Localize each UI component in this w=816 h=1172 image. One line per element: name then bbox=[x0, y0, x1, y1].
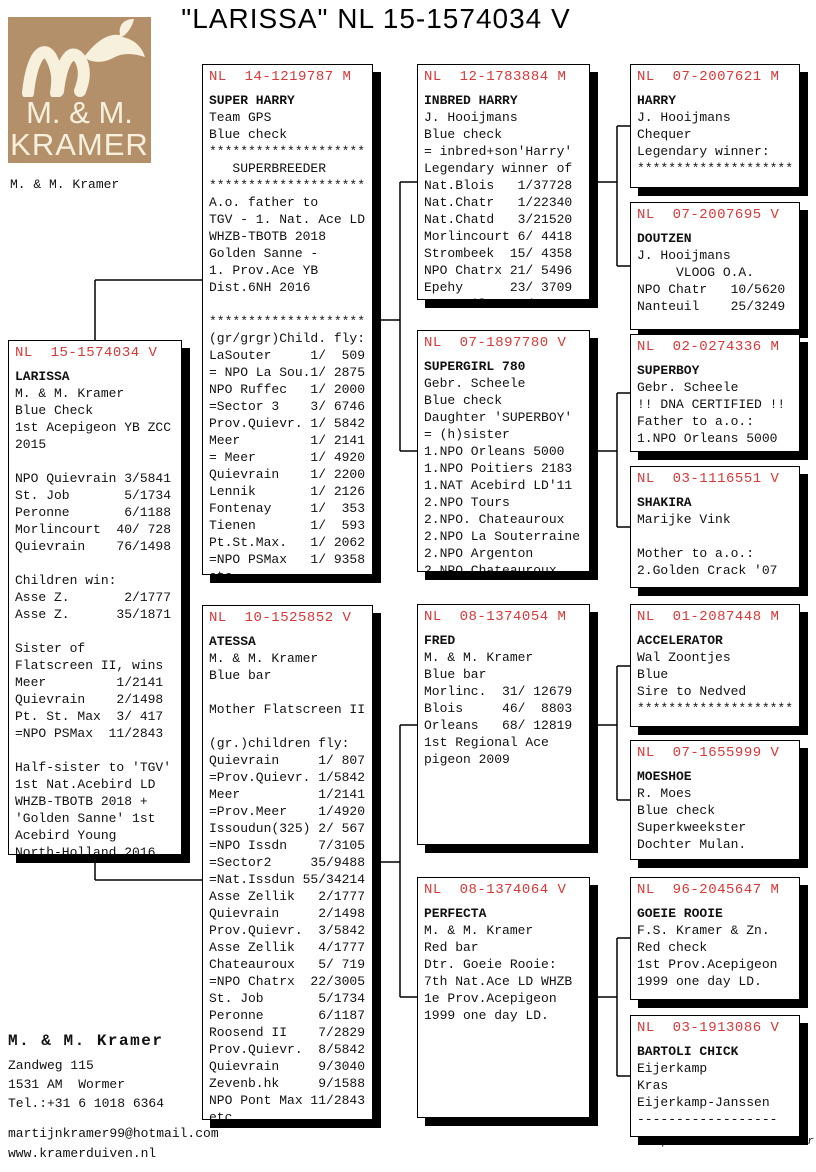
bird-icon bbox=[22, 19, 145, 97]
pedigree-box-shakira: NL 03-1116551 V SHAKIRA Marijke Vink Mot… bbox=[630, 466, 800, 588]
pedigree-box-inbred-harry: NL 12-1783884 M INBRED HARRY J. Hooijman… bbox=[417, 64, 590, 300]
owner-website: www.kramerduiven.nl bbox=[8, 1146, 157, 1161]
pigeon-details: J. Hooijmans Chequer Legendary winner: *… bbox=[637, 110, 794, 176]
ring-number: NL 03-1116551 V bbox=[637, 471, 780, 487]
ring-number: NL 07-1655999 V bbox=[637, 745, 780, 761]
pigeon-details: Marijke Vink Mother to a.o.: 2.Golden Cr… bbox=[637, 512, 778, 578]
logo-text-line2: KRAMER bbox=[10, 127, 149, 162]
pigeon-details: M. & M. Kramer Blue bar Morlinc. 31/ 126… bbox=[424, 650, 573, 767]
pigeon-name: FRED bbox=[424, 633, 456, 648]
kramer-logo: M. & M. KRAMER bbox=[8, 17, 151, 163]
pedigree-box-harry: NL 07-2007621 M HARRY J. Hooijmans Chequ… bbox=[630, 64, 800, 188]
ring-number: NL 07-2007621 M bbox=[637, 69, 780, 85]
owner-name: M. & M. Kramer bbox=[8, 1032, 164, 1050]
pedigree-box-fred: NL 08-1374054 M FRED M. & M. Kramer Blue… bbox=[417, 604, 590, 845]
ring-number: NL 07-1897780 V bbox=[424, 335, 567, 351]
pedigree-box-super-harry: NL 14-1219787 M SUPER HARRY Team GPS Blu… bbox=[202, 64, 373, 575]
pigeon-details: J. Hooijmans Blue check = inbred+son'Har… bbox=[424, 110, 573, 299]
owner-email: martijnkramer99@hotmail.com bbox=[8, 1126, 219, 1141]
pigeon-name: GOEIE ROOIE bbox=[637, 906, 723, 921]
pedigree-box-goeie-rooie: NL 96-2045647 M GOEIE ROOIE F.S. Kramer … bbox=[630, 877, 800, 1000]
pigeon-details: M. & M. Kramer Red bar Dtr. Goeie Rooie:… bbox=[424, 923, 573, 1023]
pigeon-details: M. & M. Kramer Blue Check 1st Acepigeon … bbox=[15, 386, 172, 855]
ring-number: NL 15-1574034 V bbox=[15, 345, 158, 361]
pedigree-box-perfecta: NL 08-1374064 V PERFECTA M. & M. Kramer … bbox=[417, 877, 590, 1118]
pigeon-name: MOESHOE bbox=[637, 769, 692, 784]
pedigree-box-bartoli-chick: NL 03-1913086 V BARTOLI CHICK Eijerkamp … bbox=[630, 1015, 800, 1137]
pigeon-details: F.S. Kramer & Zn. Red check 1st Prov.Ace… bbox=[637, 923, 778, 989]
pigeon-name: ACCELERATOR bbox=[637, 633, 723, 648]
pigeon-details: Eijerkamp Kras Eijerkamp-Janssen -------… bbox=[637, 1061, 778, 1127]
ring-number: NL 02-0274336 M bbox=[637, 339, 780, 355]
logo-text-line1: M. & M. bbox=[26, 95, 133, 130]
pedigree-box-doutzen: NL 07-2007695 V DOUTZEN J. Hooijmans VLO… bbox=[630, 202, 800, 330]
pigeon-name: BARTOLI CHICK bbox=[637, 1044, 739, 1059]
logo-caption: M. & M. Kramer bbox=[10, 177, 120, 192]
page-title: "LARISSA" NL 15-1574034 V bbox=[181, 3, 571, 34]
pedigree-box-larissa: NL 15-1574034 V LARISSA M. & M. Kramer B… bbox=[8, 340, 182, 855]
pigeon-details: R. Moes Blue check Superkweekster Dochte… bbox=[637, 786, 747, 852]
pigeon-name: SHAKIRA bbox=[637, 495, 692, 510]
compuclub-credit: Compuclub © M. & M. Kramer bbox=[642, 1136, 814, 1148]
pedigree-box-supergirl-780: NL 07-1897780 V SUPERGIRL 780 Gebr. Sche… bbox=[417, 330, 590, 572]
pigeon-details: Gebr. Scheele !! DNA CERTIFIED !! Father… bbox=[637, 380, 786, 446]
pigeon-details: Team GPS Blue check ********************… bbox=[209, 110, 366, 574]
ring-number: NL 07-2007695 V bbox=[637, 207, 780, 223]
ring-number: NL 03-1913086 V bbox=[637, 1020, 780, 1036]
ring-number: NL 08-1374064 V bbox=[424, 882, 567, 898]
ring-number: NL 08-1374054 M bbox=[424, 609, 567, 625]
ring-number: NL 10-1525852 V bbox=[209, 610, 352, 626]
pigeon-details: M. & M. Kramer Blue bar Mother Flatscree… bbox=[209, 651, 366, 1120]
ring-number: NL 01-2087448 M bbox=[637, 609, 780, 625]
pigeon-name: INBRED HARRY bbox=[424, 93, 518, 108]
owner-address: Zandweg 115 1531 AM Wormer Tel.:+31 6 10… bbox=[8, 1058, 165, 1111]
pigeon-name: SUPER HARRY bbox=[209, 93, 295, 108]
pedigree-box-accelerator: NL 01-2087448 M ACCELERATOR Wal Zoontjes… bbox=[630, 604, 800, 727]
pigeon-name: ATESSA bbox=[209, 634, 256, 649]
pigeon-name: PERFECTA bbox=[424, 906, 487, 921]
pigeon-name: HARRY bbox=[637, 93, 677, 108]
pigeon-name: DOUTZEN bbox=[637, 231, 692, 246]
pigeon-name: LARISSA bbox=[15, 369, 70, 384]
pedigree-box-moeshoe: NL 07-1655999 V MOESHOE R. Moes Blue che… bbox=[630, 740, 800, 860]
pigeon-name: SUPERGIRL 780 bbox=[424, 359, 526, 374]
pigeon-details: Wal Zoontjes Blue Sire to Nedved *******… bbox=[637, 650, 794, 716]
pigeon-details: J. Hooijmans VLOOG O.A. NPO Chatr 10/562… bbox=[637, 248, 786, 314]
pedigree-box-superboy: NL 02-0274336 M SUPERBOY Gebr. Scheele !… bbox=[630, 334, 800, 452]
ring-number: NL 96-2045647 M bbox=[637, 882, 780, 898]
pedigree-box-atessa: NL 10-1525852 V ATESSA M. & M. Kramer Bl… bbox=[202, 605, 373, 1120]
pigeon-name: SUPERBOY bbox=[637, 363, 700, 378]
ring-number: NL 12-1783884 M bbox=[424, 69, 567, 85]
ring-number: NL 14-1219787 M bbox=[209, 69, 352, 85]
pigeon-details: Gebr. Scheele Blue check Daughter 'SUPER… bbox=[424, 376, 581, 572]
